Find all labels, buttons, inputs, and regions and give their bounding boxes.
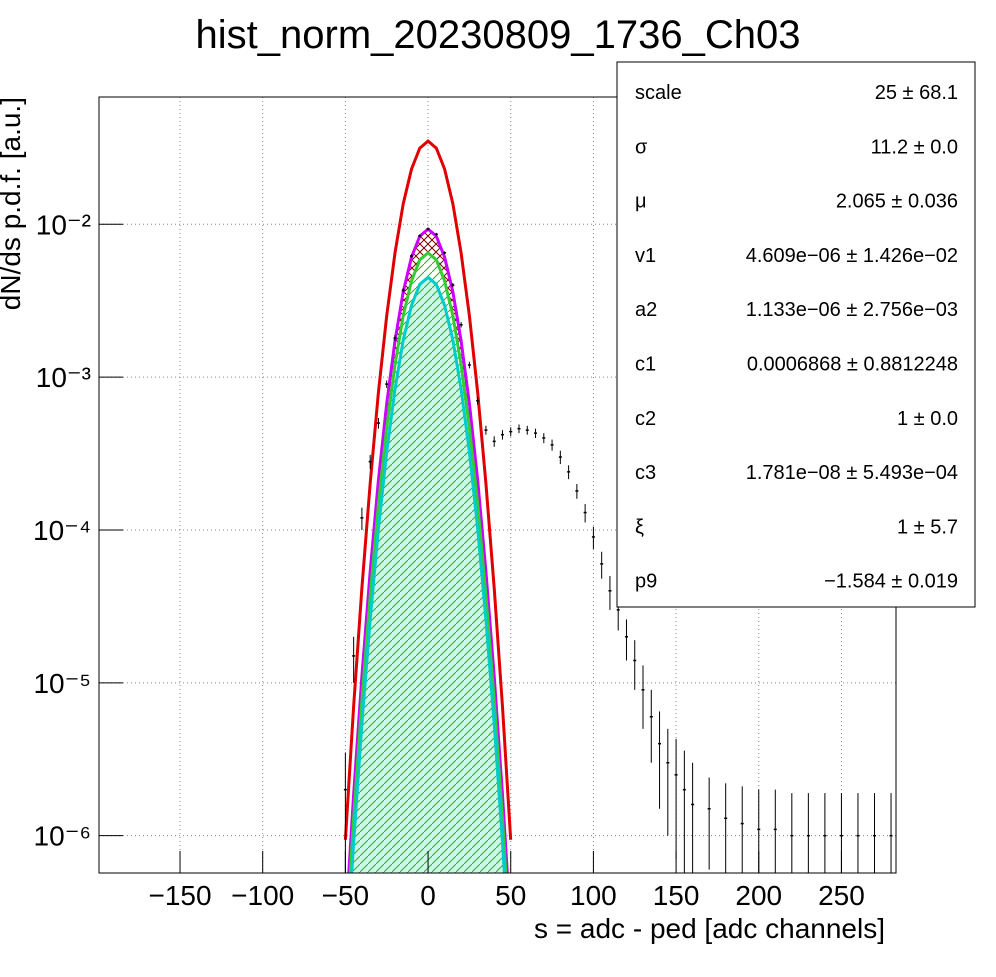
x-tick-label: −100 <box>231 880 294 911</box>
y-tick-label: 10⁻⁶ <box>34 821 91 852</box>
stat-value: 4.609e−06 ± 1.426e−02 <box>746 245 958 267</box>
x-tick-label: 200 <box>735 880 782 911</box>
x-axis-label: s = adc - ped [adc channels] <box>534 913 885 944</box>
stat-name: μ <box>635 191 647 213</box>
y-axis-label: dN/ds p.d.f. [a.u.] <box>0 97 26 310</box>
fit-area <box>345 277 511 873</box>
y-tick-label: 10⁻² <box>36 209 91 240</box>
stat-value: 1.133e−06 ± 2.756e−03 <box>746 299 958 321</box>
y-tick-label: 10⁻⁴ <box>33 515 91 546</box>
chart-title: hist_norm_20230809_1736_Ch03 <box>196 13 801 57</box>
x-tick-label: −150 <box>148 880 211 911</box>
fit-curve <box>350 275 506 873</box>
stat-value: 1 ± 5.7 <box>897 516 958 538</box>
stat-name: scale <box>635 82 682 104</box>
stat-name: σ <box>635 136 648 158</box>
axis-ticks: −150 −100 −50 0 50 100 150 200 250 10⁻⁶ 10⁻⁵ 10⁻⁴ 10… <box>33 209 865 911</box>
x-tick-label: 150 <box>653 880 700 911</box>
stats-box <box>616 61 976 608</box>
stat-name: a2 <box>635 299 657 321</box>
stat-name: c2 <box>635 408 656 430</box>
fit-curve <box>343 139 513 840</box>
x-tick-label: 250 <box>818 880 865 911</box>
stat-name: ξ <box>635 516 644 538</box>
stat-value: 11.2 ± 0.0 <box>871 136 958 158</box>
y-tick-label: 10⁻⁵ <box>33 668 91 699</box>
x-tick-label: 100 <box>570 880 617 911</box>
stat-name: c3 <box>635 462 656 484</box>
stat-value: −1.584 ± 0.019 <box>824 571 958 593</box>
stat-value: 2.065 ± 0.036 <box>836 191 958 213</box>
y-tick-label: 10⁻³ <box>36 362 91 393</box>
fit-areas <box>345 229 511 873</box>
x-tick-label: −50 <box>322 880 370 911</box>
data-points <box>343 227 893 873</box>
stat-name: p9 <box>635 571 657 593</box>
stat-value: 25 ± 68.1 <box>875 82 958 104</box>
stats: scale 25 ± 68.1 σ 11.2 ± 0.0 μ 2.065 ± 0.036 v… <box>635 82 958 593</box>
stat-value: 1.781e−08 ± 5.493e−04 <box>746 462 958 484</box>
fit-curve <box>348 250 508 873</box>
x-tick-label: 0 <box>420 880 436 911</box>
stat-name: v1 <box>635 245 656 267</box>
x-tick-label: 50 <box>495 880 526 911</box>
stat-value: 1 ± 0.0 <box>897 408 958 430</box>
stat-value: 0.0006868 ± 0.8812248 <box>747 354 958 376</box>
stat-name: c1 <box>635 354 656 376</box>
